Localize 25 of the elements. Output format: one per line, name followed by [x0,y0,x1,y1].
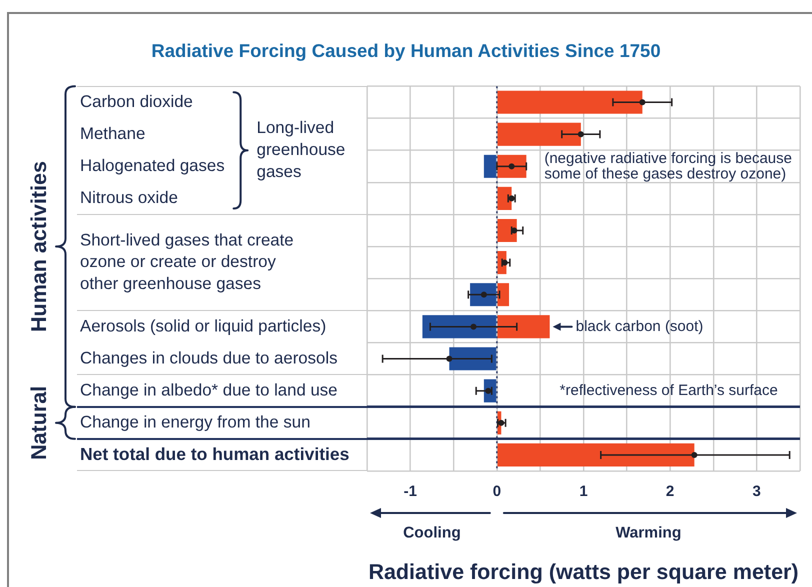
y-tick-label: Change in albedo* due to land use [80,380,338,400]
x-tick-label: 2 [666,483,674,500]
y-tick-label: Aerosols (solid or liquid particles) [80,316,326,336]
y-tick-label: Halogenated gases [80,156,225,175]
annotation: black carbon (soot) [576,318,704,335]
chart-title: Radiative Forcing Caused by Human Activities Since 1750 [151,40,661,62]
y-tick-label: Nitrous oxide [80,188,178,208]
text: Natural [26,386,51,460]
y-tick-label: Short-lived gases that create ozone or create or destroy other greenhouse gases [80,230,294,294]
text: Warming [616,524,682,542]
x-tick-label: 3 [752,483,761,500]
x-axis-title: Radiative forcing (watts per square meter) [368,560,799,584]
y-tick-label: Net total due to human activities [80,444,350,464]
y-tick-label: Change in energy from the sun [80,412,310,432]
text: Human activities [26,161,51,332]
text: Cooling [403,524,461,542]
y-tick-label: Carbon dioxide [80,92,193,111]
y-tick-label: Methane [80,124,146,143]
y-tick-label: Changes in clouds due to aerosols [80,348,338,368]
annotation: *reflectiveness of Earth’s surface [560,382,778,399]
annotation: (negative radiative forcing is because some of these gases destroy ozone) [544,150,792,182]
x-tick-label: 0 [492,483,502,500]
x-tick-label: -1 [404,483,417,500]
x-tick-label: 1 [579,483,588,500]
text: Long-lived greenhouse gases [256,118,346,181]
